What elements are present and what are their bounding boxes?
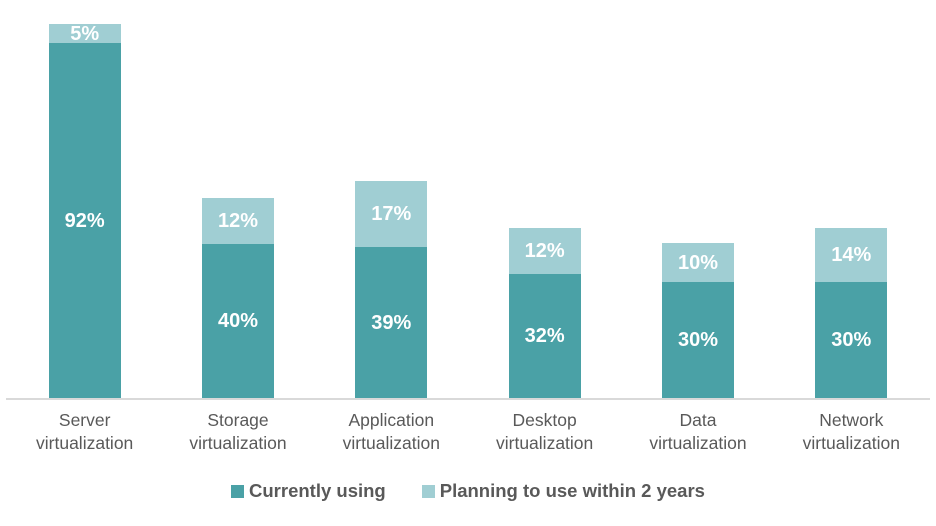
legend: Currently using Planning to use within 2 … — [0, 480, 936, 501]
legend-swatch-icon — [231, 484, 245, 498]
bar-segment-planning-to-use-within-2-years: 12% — [508, 228, 581, 274]
bar-value-label: 14% — [831, 244, 872, 266]
bar-segment-currently-using: 40% — [201, 244, 274, 398]
bar-value-label: 12% — [524, 240, 565, 262]
bar-value-label: 40% — [217, 310, 258, 332]
bar-value-label: 92% — [64, 209, 105, 232]
bar-stack: 14% 30% — [815, 228, 888, 398]
category-label-data-virtualization: Data virtualization — [649, 410, 747, 453]
category-labels-row: Server virtualization Storage virtualizatio… — [8, 409, 928, 455]
category-label-desktop-virtualization: Desktop virtualization — [496, 410, 594, 453]
category-label-application-virtualization: Application virtualization — [342, 410, 440, 453]
bar-stack: 12% 40% — [201, 198, 274, 398]
plot-area: 5% 92% 12% 40% 17% 39% 12% 32% 10% 30% 14% 30% — [8, 0, 928, 398]
bar-segment-currently-using: 32% — [508, 274, 581, 398]
bar-segment-planning-to-use-within-2-years: 10% — [661, 243, 734, 282]
bar-segment-currently-using: 39% — [355, 247, 428, 398]
bar-segment-currently-using: 30% — [661, 282, 734, 398]
bar-value-label: 17% — [371, 203, 412, 225]
bar-stack: 17% 39% — [355, 181, 428, 398]
bar-column-server-virtualization: 5% 92% — [8, 0, 161, 398]
bar-value-label: 30% — [677, 329, 718, 351]
legend-label: Planning to use within 2 years — [439, 480, 705, 501]
bar-column-desktop-virtualization: 12% 32% — [468, 0, 621, 398]
bar-column-network-virtualization: 14% 30% — [775, 0, 928, 398]
legend-swatch-icon — [421, 484, 435, 498]
bar-stack: 5% 92% — [48, 22, 121, 398]
bar-stack: 12% 32% — [508, 228, 581, 398]
bar-column-data-virtualization: 10% 30% — [621, 0, 774, 398]
bar-segment-planning-to-use-within-2-years: 5% — [48, 22, 121, 45]
bar-segment-planning-to-use-within-2-years: 12% — [201, 198, 274, 244]
bar-value-label: 32% — [524, 325, 565, 347]
legend-label: Currently using — [249, 480, 386, 501]
bar-value-label: 12% — [217, 210, 258, 232]
bar-segment-currently-using: 30% — [815, 282, 888, 398]
bar-column-application-virtualization: 17% 39% — [315, 0, 468, 398]
bar-segment-planning-to-use-within-2-years: 17% — [355, 181, 428, 247]
bar-segment-planning-to-use-within-2-years: 14% — [815, 228, 888, 282]
bar-value-label: 39% — [371, 311, 412, 334]
bar-stack: 10% 30% — [661, 243, 734, 398]
x-axis-line — [6, 398, 930, 400]
legend-item-currently-using: Currently using — [231, 480, 386, 501]
category-label-server-virtualization: Server virtualization — [36, 410, 134, 453]
bars-row: 5% 92% 12% 40% 17% 39% 12% 32% 10% 30% 14% 30% — [8, 0, 928, 398]
category-label-storage-virtualization: Storage virtualization — [189, 410, 287, 453]
bar-segment-currently-using: 92% — [48, 43, 121, 398]
bar-value-label: 10% — [677, 251, 718, 274]
category-label-network-virtualization: Network virtualization — [802, 410, 900, 453]
bar-value-label: 30% — [831, 329, 872, 351]
bar-column-storage-virtualization: 12% 40% — [161, 0, 314, 398]
bar-value-label: 5% — [70, 22, 100, 45]
legend-item-planning-to-use-within-2-years: Planning to use within 2 years — [421, 480, 705, 501]
